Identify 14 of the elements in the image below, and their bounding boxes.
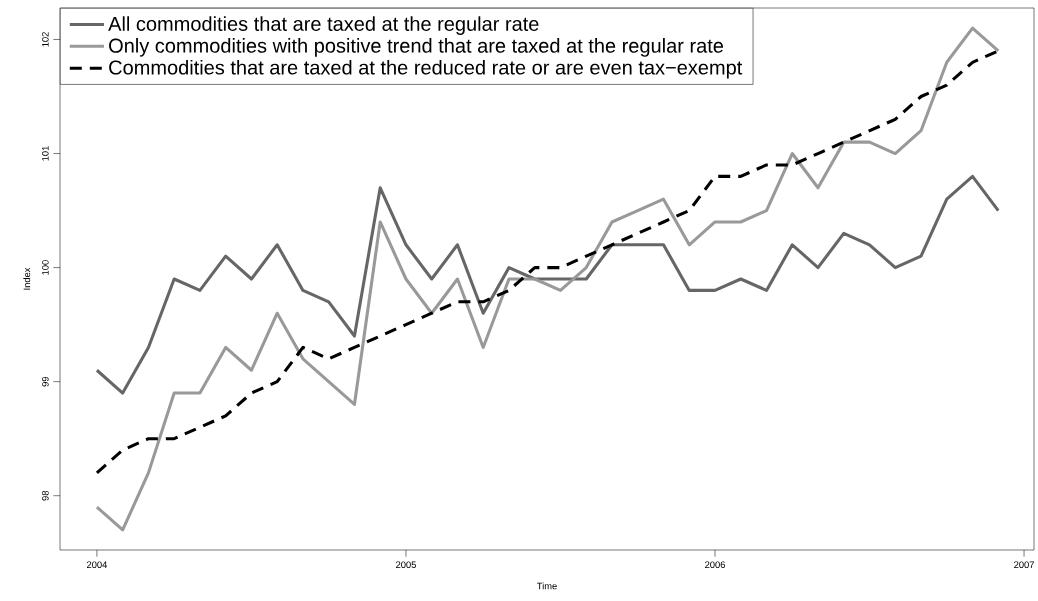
y-tick-label: 99	[42, 376, 49, 387]
legend-label: All commodities that are taxed at the regular rate	[108, 16, 539, 35]
x-tick-label: 2006	[705, 561, 725, 568]
legend-label: Only commodities with positive trend that are taxed at the regular rate	[109, 38, 724, 57]
legend-label: Commodities that are taxed at the reduced rate or are even tax−exempt	[109, 59, 743, 79]
x-axis-title: Time	[537, 582, 557, 590]
y-tick-label: 102	[42, 32, 49, 47]
y-tick-label: 101	[42, 146, 49, 161]
x-tick-label: 2004	[87, 561, 108, 568]
x-tick-label: 2005	[396, 561, 416, 568]
y-tick-label: 98	[42, 490, 49, 501]
y-axis-title: Index	[23, 267, 31, 290]
x-tick-label: 2007	[1014, 561, 1034, 568]
y-tick-label: 100	[42, 260, 49, 275]
